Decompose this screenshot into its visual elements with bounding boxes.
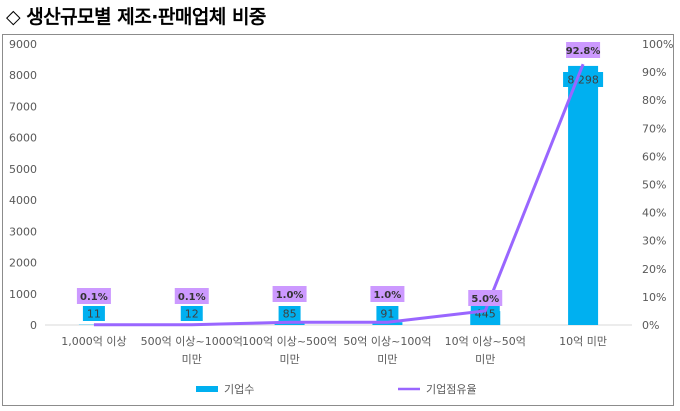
legend-label-line: 기업점유율 bbox=[426, 383, 477, 396]
bar-label: 11 bbox=[87, 308, 101, 321]
right-tick-label: 40% bbox=[642, 207, 666, 220]
line-label: 1.0% bbox=[374, 290, 402, 301]
left-tick-label: 7000 bbox=[9, 100, 37, 113]
category-label: 10억 이상~50억 bbox=[445, 335, 526, 348]
line-label: 5.0% bbox=[471, 294, 499, 305]
chart-heading: ◇ 생산규모별 제조·판매업체 비중 bbox=[6, 6, 266, 28]
left-tick-label: 0 bbox=[30, 319, 37, 332]
legend: 기업수 기업점유율 bbox=[196, 383, 477, 396]
right-tick-label: 100% bbox=[642, 38, 673, 51]
line-label: 1.0% bbox=[276, 290, 304, 301]
category-label: 미만 bbox=[182, 353, 202, 366]
bar-label-box bbox=[278, 306, 301, 321]
bar-label-box bbox=[470, 306, 500, 321]
bar-label-box bbox=[563, 72, 604, 87]
left-tick-label: 6000 bbox=[9, 132, 37, 145]
bar-label: 85 bbox=[283, 308, 297, 321]
category-label: 500억 이상~1000억 bbox=[141, 335, 243, 348]
line-label-box bbox=[76, 288, 111, 304]
line-data-labels: 0.1% 0.1% 1.0% 1.0% 5.0% 92.8% bbox=[76, 42, 601, 306]
right-tick-label: 0% bbox=[642, 319, 659, 332]
bar-label-box bbox=[376, 306, 399, 321]
right-tick-label: 30% bbox=[642, 235, 666, 248]
bar bbox=[568, 65, 599, 325]
category-label: 100억 이상~500억 bbox=[242, 335, 337, 348]
line-label: 0.1% bbox=[178, 292, 206, 303]
left-tick-label: 4000 bbox=[9, 194, 37, 207]
category-label: 1,000억 이상 bbox=[61, 335, 126, 348]
bar-label-box bbox=[180, 306, 203, 321]
right-tick-label: 60% bbox=[642, 150, 666, 163]
bar-series bbox=[78, 65, 599, 325]
line-label: 92.8% bbox=[566, 46, 601, 57]
left-tick-label: 3000 bbox=[9, 225, 37, 238]
right-tick-label: 20% bbox=[642, 263, 666, 276]
left-axis-ticks: 0 1000 2000 3000 4000 5000 6000 7000 8000 9000 bbox=[9, 38, 37, 332]
right-tick-label: 10% bbox=[642, 291, 666, 304]
bar-label-box bbox=[82, 306, 105, 321]
left-tick-label: 1000 bbox=[9, 288, 37, 301]
share-line bbox=[93, 63, 585, 327]
line-label-box bbox=[566, 42, 601, 58]
category-label: 미만 bbox=[475, 353, 495, 366]
right-tick-label: 70% bbox=[642, 122, 666, 135]
category-label: 미만 bbox=[279, 353, 299, 366]
right-tick-label: 90% bbox=[642, 66, 666, 79]
legend-swatch-bars bbox=[196, 386, 218, 392]
category-label: 10억 미만 bbox=[559, 335, 607, 348]
legend-label-bars: 기업수 bbox=[224, 383, 254, 396]
line-label-box bbox=[174, 288, 209, 304]
line-label: 0.1% bbox=[80, 292, 108, 303]
right-axis-ticks: 0% 10% 20% 30% 40% 50% 60% 70% 80% 90% 100% bbox=[642, 38, 673, 332]
left-tick-label: 9000 bbox=[9, 38, 37, 51]
category-label: 미만 bbox=[377, 353, 397, 366]
chart-frame bbox=[2, 34, 674, 406]
bar-label: 91 bbox=[380, 308, 394, 321]
left-tick-label: 2000 bbox=[9, 257, 37, 270]
right-tick-label: 50% bbox=[642, 179, 666, 192]
bar-label: 8,298 bbox=[567, 74, 599, 87]
left-tick-label: 5000 bbox=[9, 163, 37, 176]
line-label-box bbox=[468, 290, 503, 306]
line-label-box bbox=[272, 286, 307, 302]
bar-label: 12 bbox=[185, 308, 199, 321]
right-tick-label: 80% bbox=[642, 94, 666, 107]
left-tick-label: 8000 bbox=[9, 69, 37, 82]
category-label: 50억 이상~100억 bbox=[343, 335, 431, 348]
line-label-box bbox=[370, 286, 405, 302]
